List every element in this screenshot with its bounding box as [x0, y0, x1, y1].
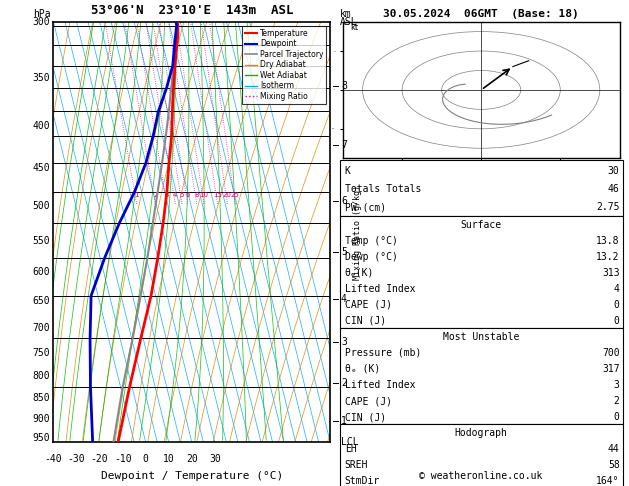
Text: 1: 1 — [341, 416, 347, 426]
Text: 500: 500 — [33, 202, 50, 211]
Text: Totals Totals: Totals Totals — [345, 184, 421, 194]
Text: 30: 30 — [608, 166, 620, 175]
Text: kt: kt — [351, 23, 359, 32]
Text: LCL: LCL — [341, 437, 359, 447]
Text: ASL: ASL — [340, 17, 357, 27]
Text: Surface: Surface — [460, 220, 502, 229]
Text: θₑ(K): θₑ(K) — [345, 268, 374, 278]
Text: 2: 2 — [341, 378, 347, 388]
Text: 0: 0 — [614, 316, 620, 326]
Text: CAPE (J): CAPE (J) — [345, 396, 392, 406]
Text: Lifted Index: Lifted Index — [345, 380, 415, 390]
Text: Most Unstable: Most Unstable — [443, 332, 520, 342]
Text: Dewpoint / Temperature (°C): Dewpoint / Temperature (°C) — [101, 471, 283, 481]
Text: 8: 8 — [341, 81, 347, 91]
Text: 5: 5 — [341, 247, 347, 257]
Text: 10: 10 — [199, 191, 208, 198]
Text: 1: 1 — [135, 191, 139, 198]
Text: -20: -20 — [91, 454, 108, 465]
Text: 30.05.2024  06GMT  (Base: 18): 30.05.2024 06GMT (Base: 18) — [383, 9, 579, 19]
Text: Hodograph: Hodograph — [455, 428, 508, 438]
Text: 450: 450 — [33, 163, 50, 174]
Text: 10: 10 — [163, 454, 175, 465]
Text: θₑ (K): θₑ (K) — [345, 364, 380, 374]
Text: 2.75: 2.75 — [596, 203, 620, 212]
Text: 44: 44 — [608, 444, 620, 454]
Text: 600: 600 — [33, 267, 50, 278]
Text: 4: 4 — [614, 284, 620, 294]
Text: 13.8: 13.8 — [596, 236, 620, 245]
Text: 8: 8 — [194, 191, 199, 198]
Text: © weatheronline.co.uk: © weatheronline.co.uk — [420, 471, 543, 481]
Text: 30: 30 — [209, 454, 221, 465]
Text: CAPE (J): CAPE (J) — [345, 300, 392, 310]
Text: hPa: hPa — [33, 9, 50, 19]
Text: 53°06'N  23°10'E  143m  ASL: 53°06'N 23°10'E 143m ASL — [91, 4, 293, 17]
Text: 20: 20 — [223, 191, 232, 198]
Text: 350: 350 — [33, 72, 50, 83]
Text: PW (cm): PW (cm) — [345, 203, 386, 212]
Text: Temp (°C): Temp (°C) — [345, 236, 398, 245]
Text: SREH: SREH — [345, 460, 368, 470]
Text: 3: 3 — [341, 337, 347, 347]
Text: -30: -30 — [68, 454, 86, 465]
Text: 400: 400 — [33, 121, 50, 131]
Text: Pressure (mb): Pressure (mb) — [345, 348, 421, 358]
Text: -10: -10 — [114, 454, 131, 465]
Text: K: K — [345, 166, 350, 175]
Text: 850: 850 — [33, 393, 50, 403]
Text: -40: -40 — [45, 454, 62, 465]
Text: 700: 700 — [33, 323, 50, 333]
Text: 3: 3 — [165, 191, 169, 198]
Text: 0: 0 — [614, 300, 620, 310]
Text: 0: 0 — [143, 454, 148, 465]
Text: 2: 2 — [614, 396, 620, 406]
Text: 6: 6 — [186, 191, 190, 198]
Text: 900: 900 — [33, 414, 50, 424]
Text: 800: 800 — [33, 371, 50, 382]
Text: CIN (J): CIN (J) — [345, 412, 386, 422]
Text: 317: 317 — [602, 364, 620, 374]
Text: 4: 4 — [173, 191, 177, 198]
Text: 58: 58 — [608, 460, 620, 470]
Text: 46: 46 — [608, 184, 620, 194]
Legend: Temperature, Dewpoint, Parcel Trajectory, Dry Adiabat, Wet Adiabat, Isotherm, Mi: Temperature, Dewpoint, Parcel Trajectory… — [242, 26, 326, 104]
Text: 25: 25 — [231, 191, 240, 198]
Text: 13.2: 13.2 — [596, 252, 620, 261]
Text: CIN (J): CIN (J) — [345, 316, 386, 326]
Text: 6: 6 — [341, 196, 347, 207]
Text: 750: 750 — [33, 348, 50, 358]
Text: 164°: 164° — [596, 476, 620, 486]
Text: Dewp (°C): Dewp (°C) — [345, 252, 398, 261]
Text: 300: 300 — [33, 17, 50, 27]
Text: 2: 2 — [153, 191, 157, 198]
Text: 950: 950 — [33, 434, 50, 444]
Text: 5: 5 — [180, 191, 184, 198]
Text: 7: 7 — [341, 140, 347, 150]
Text: 700: 700 — [602, 348, 620, 358]
Text: km: km — [340, 9, 352, 19]
Text: StmDir: StmDir — [345, 476, 380, 486]
Text: 550: 550 — [33, 236, 50, 246]
Text: 4: 4 — [341, 294, 347, 304]
Text: 20: 20 — [186, 454, 198, 465]
Text: 313: 313 — [602, 268, 620, 278]
Text: EH: EH — [345, 444, 357, 454]
Text: Lifted Index: Lifted Index — [345, 284, 415, 294]
Text: Mixing Ratio (g/kg): Mixing Ratio (g/kg) — [353, 185, 362, 279]
Text: 15: 15 — [213, 191, 222, 198]
Text: 3: 3 — [614, 380, 620, 390]
Text: 0: 0 — [614, 412, 620, 422]
Text: 650: 650 — [33, 296, 50, 306]
